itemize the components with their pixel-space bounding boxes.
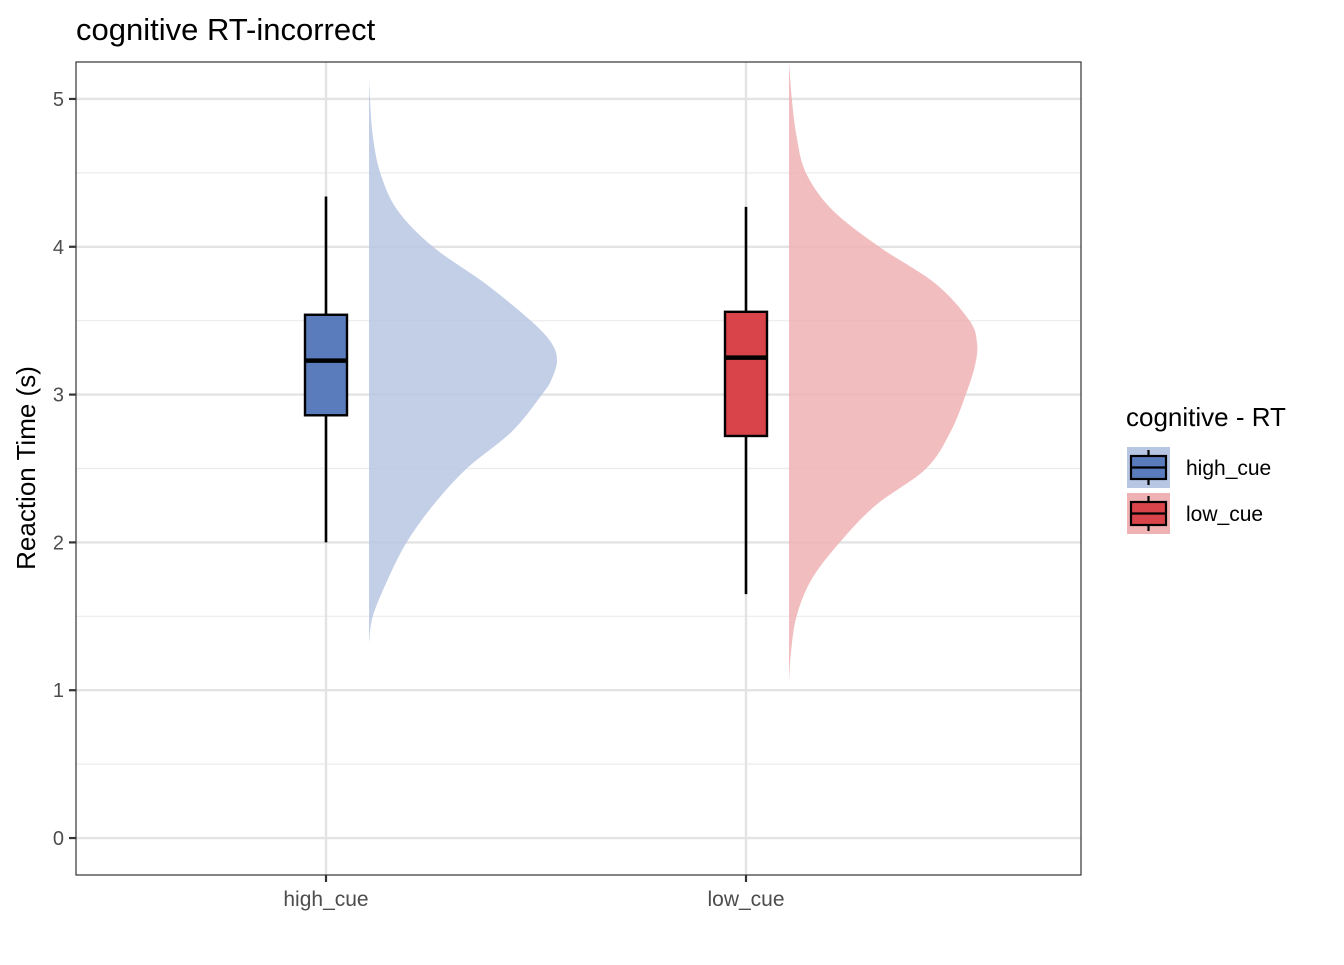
violin-low_cue bbox=[789, 62, 978, 683]
legend-entries: high_cue low_cue bbox=[1127, 447, 1271, 534]
y-tick-label: 2 bbox=[53, 532, 64, 554]
x-tick-label: low_cue bbox=[707, 888, 784, 911]
x-tick-label: high_cue bbox=[283, 888, 368, 911]
legend-label-low_cue: low_cue bbox=[1186, 503, 1263, 526]
box-low_cue bbox=[723, 310, 769, 438]
y-tick-label: 4 bbox=[53, 237, 64, 259]
violin-high_cue bbox=[369, 76, 557, 643]
legend-label-high_cue: high_cue bbox=[1186, 457, 1271, 480]
legend: cognitive - RT high_cue low_cue bbox=[1126, 402, 1286, 534]
y-tick-label: 5 bbox=[53, 89, 64, 111]
y-tick-label: 3 bbox=[53, 385, 64, 407]
box-high_cue bbox=[303, 313, 349, 417]
legend-title: cognitive - RT bbox=[1126, 402, 1286, 432]
y-tick-label: 1 bbox=[53, 680, 64, 702]
panel-border bbox=[75, 61, 1082, 876]
chart-title: cognitive RT-incorrect bbox=[76, 12, 376, 47]
series-layer bbox=[303, 62, 978, 683]
y-axis-label: Reaction Time (s) bbox=[11, 366, 41, 570]
y-tick-label: 0 bbox=[53, 828, 64, 850]
plot-area: 0 1 2 3 4 5 high_cue low_cue bbox=[53, 61, 1082, 911]
